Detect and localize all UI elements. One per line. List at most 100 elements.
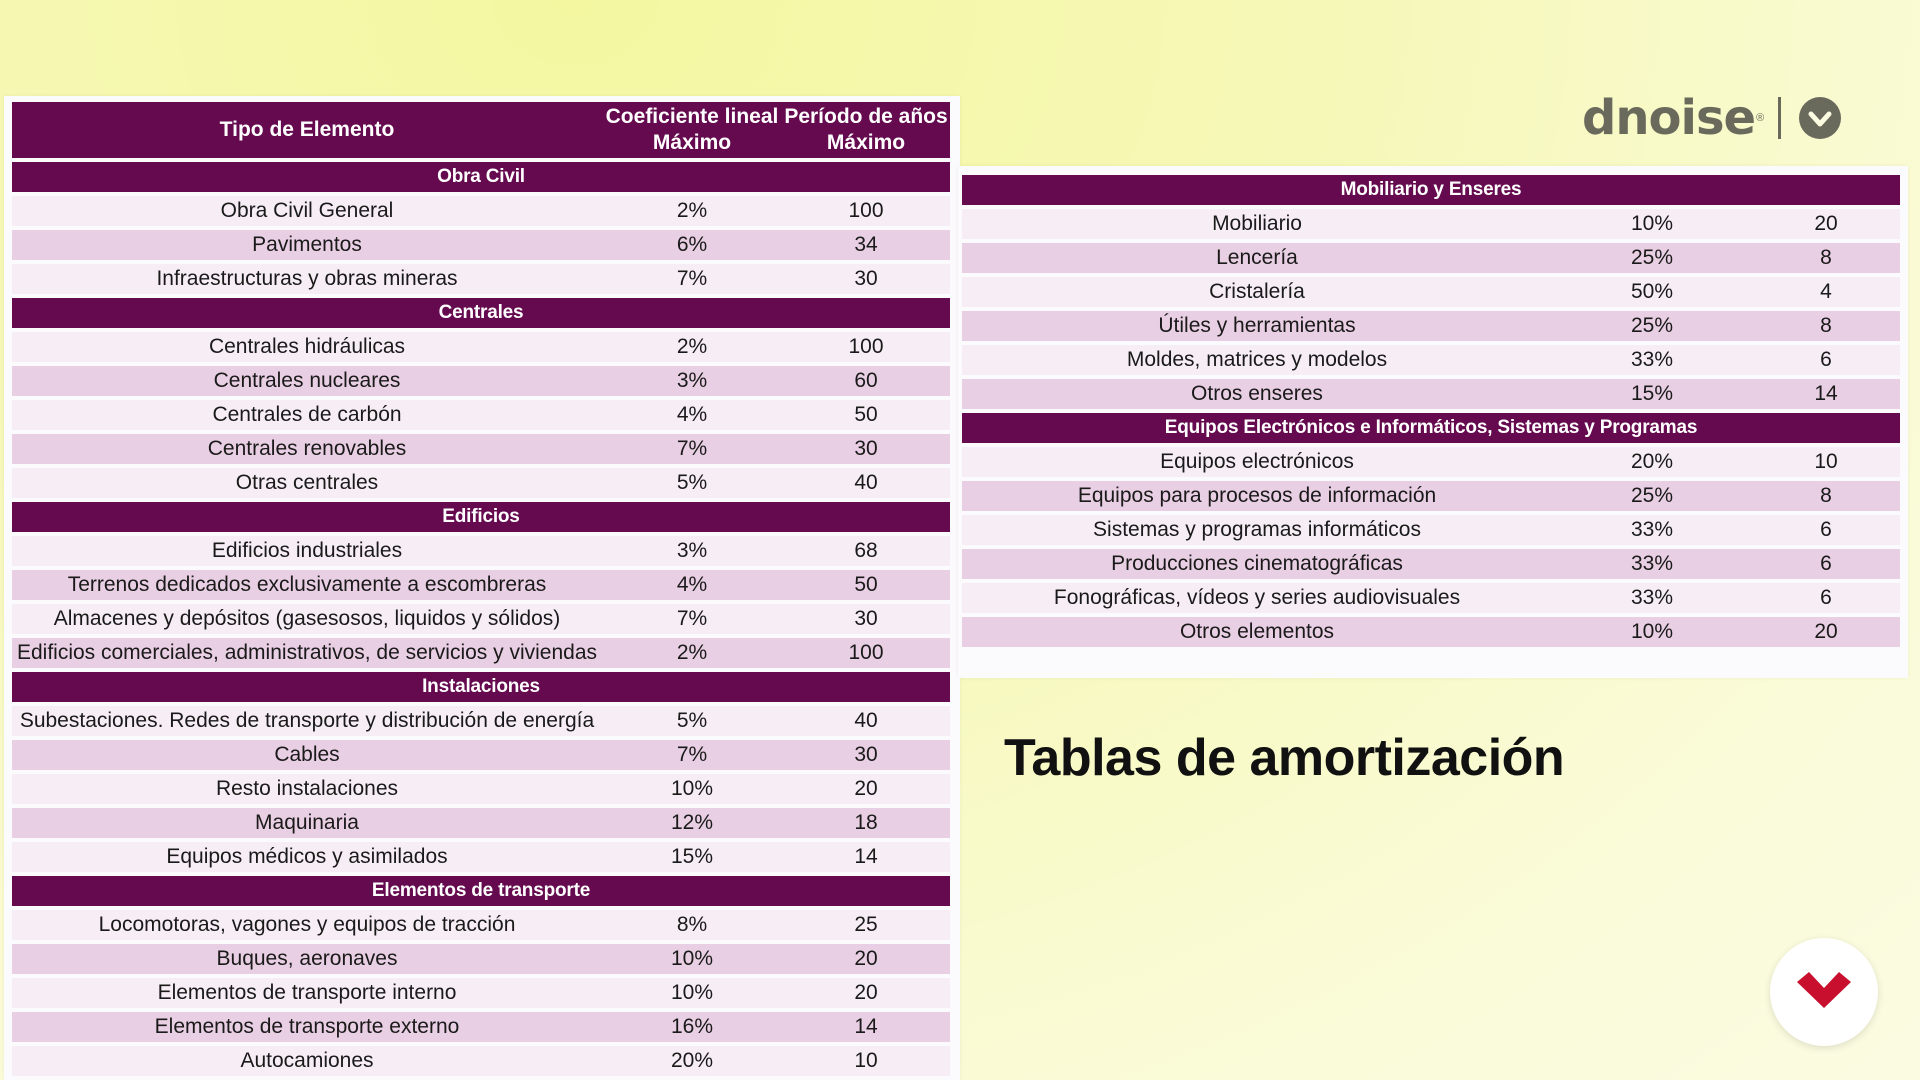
table-row: Cristalería 50% 4 [962, 277, 1900, 307]
coefficient-cell: 10% [602, 944, 782, 974]
coefficient-cell: 33% [1552, 515, 1752, 545]
table-row: Autocamiones 20% 10 [12, 1046, 950, 1076]
coefficient-cell: 5% [602, 468, 782, 498]
period-cell: 4 [1752, 277, 1900, 307]
period-cell: 20 [782, 978, 950, 1008]
element-type-cell: Otros enseres [962, 379, 1552, 409]
period-cell: 100 [782, 332, 950, 362]
period-cell: 14 [782, 1012, 950, 1042]
table-row: Edificios industriales 3% 68 [12, 536, 950, 566]
table-row: Subestaciones. Redes de transporte y dis… [12, 706, 950, 736]
section-header-row: Equipos Electrónicos e Informáticos, Sis… [962, 413, 1900, 443]
period-cell: 30 [782, 264, 950, 294]
chevron-down-logo-icon [1795, 970, 1853, 1015]
coefficient-cell: 4% [602, 400, 782, 430]
element-type-cell: Otras centrales [12, 468, 602, 498]
period-cell: 25 [782, 910, 950, 940]
element-type-cell: Centrales renovables [12, 434, 602, 464]
element-type-cell: Equipos electrónicos [962, 447, 1552, 477]
element-type-cell: Mobiliario [962, 209, 1552, 239]
element-type-cell: Otros elementos [962, 617, 1552, 647]
section-header-row: Obra Civil [12, 162, 950, 192]
table-row: Buques, aeronaves 10% 20 [12, 944, 950, 974]
table-row: Lencería 25% 8 [962, 243, 1900, 273]
period-cell: 6 [1752, 549, 1900, 579]
section-title: Centrales [12, 298, 950, 328]
table-row: Equipos electrónicos 20% 10 [962, 447, 1900, 477]
coefficient-cell: 15% [1552, 379, 1752, 409]
period-cell: 6 [1752, 515, 1900, 545]
heart-check-icon [1799, 97, 1842, 139]
table-row: Cables 7% 30 [12, 740, 950, 770]
coefficient-cell: 33% [1552, 583, 1752, 613]
brand-logo: dnoise ® [1582, 90, 1842, 146]
period-cell: 6 [1752, 345, 1900, 375]
period-cell: 100 [782, 196, 950, 226]
period-cell: 30 [782, 434, 950, 464]
table-row: Moldes, matrices y modelos 33% 6 [962, 345, 1900, 375]
coefficient-cell: 10% [1552, 209, 1752, 239]
header-periodo: Período de años Máximo [782, 102, 950, 158]
element-type-cell: Moldes, matrices y modelos [962, 345, 1552, 375]
table-row: Edificios comerciales, administrativos, … [12, 638, 950, 668]
element-type-cell: Producciones cinematográficas [962, 549, 1552, 579]
element-type-cell: Elementos de transporte externo [12, 1012, 602, 1042]
section-title: Mobiliario y Enseres [962, 175, 1900, 205]
table-row: Maquinaria 12% 18 [12, 808, 950, 838]
element-type-cell: Cristalería [962, 277, 1552, 307]
right-table-panel: Mobiliario y Enseres Mobiliario 10% 20 Lence… [958, 166, 1908, 678]
element-type-cell: Edificios comerciales, administrativos, … [12, 638, 602, 668]
table-row: Terrenos dedicados exclusivamente a esco… [12, 570, 950, 600]
coefficient-cell: 7% [602, 264, 782, 294]
amortization-table-right: Mobiliario y Enseres Mobiliario 10% 20 Lence… [962, 171, 1900, 651]
element-type-cell: Almacenes y depósitos (gasesosos, liquid… [12, 604, 602, 634]
table-row: Equipos para procesos de información 25% 8 [962, 481, 1900, 511]
element-type-cell: Obra Civil General [12, 196, 602, 226]
table-header-row: Tipo de Elemento Coeficiente lineal Máxi… [12, 102, 950, 158]
coefficient-cell: 7% [602, 740, 782, 770]
coefficient-cell: 3% [602, 366, 782, 396]
coefficient-cell: 12% [602, 808, 782, 838]
period-cell: 20 [1752, 209, 1900, 239]
element-type-cell: Resto instalaciones [12, 774, 602, 804]
element-type-cell: Buques, aeronaves [12, 944, 602, 974]
brand-divider [1778, 97, 1782, 139]
element-type-cell: Sistemas y programas informáticos [962, 515, 1552, 545]
section-header-row: Instalaciones [12, 672, 950, 702]
table-row: Resto instalaciones 10% 20 [12, 774, 950, 804]
coefficient-cell: 4% [602, 570, 782, 600]
table-row: Elementos de transporte interno 10% 20 [12, 978, 950, 1008]
period-cell: 34 [782, 230, 950, 260]
element-type-cell: Centrales de carbón [12, 400, 602, 430]
coefficient-cell: 2% [602, 638, 782, 668]
table-row: Almacenes y depósitos (gasesosos, liquid… [12, 604, 950, 634]
element-type-cell: Equipos médicos y asimilados [12, 842, 602, 872]
period-cell: 40 [782, 468, 950, 498]
period-cell: 20 [782, 944, 950, 974]
element-type-cell: Centrales nucleares [12, 366, 602, 396]
coefficient-cell: 10% [1552, 617, 1752, 647]
element-type-cell: Lencería [962, 243, 1552, 273]
section-title: Instalaciones [12, 672, 950, 702]
coefficient-cell: 6% [602, 230, 782, 260]
right-table-body: Mobiliario y Enseres Mobiliario 10% 20 Lence… [962, 175, 1900, 647]
element-type-cell: Centrales hidráulicas [12, 332, 602, 362]
brand-name: dnoise [1582, 90, 1756, 146]
period-cell: 8 [1752, 243, 1900, 273]
coefficient-cell: 16% [602, 1012, 782, 1042]
table-row: Otros elementos 10% 20 [962, 617, 1900, 647]
period-cell: 40 [782, 706, 950, 736]
element-type-cell: Útiles y herramientas [962, 311, 1552, 341]
coefficient-cell: 5% [602, 706, 782, 736]
element-type-cell: Cables [12, 740, 602, 770]
table-row: Centrales hidráulicas 2% 100 [12, 332, 950, 362]
element-type-cell: Locomotoras, vagones y equipos de tracci… [12, 910, 602, 940]
left-table-body: Obra Civil Obra Civil General 2% 100 Pavimen… [12, 162, 950, 1076]
period-cell: 8 [1752, 311, 1900, 341]
table-row: Sistemas y programas informáticos 33% 6 [962, 515, 1900, 545]
table-row: Otras centrales 5% 40 [12, 468, 950, 498]
logo-button[interactable] [1770, 938, 1878, 1046]
period-cell: 30 [782, 740, 950, 770]
table-row: Mobiliario 10% 20 [962, 209, 1900, 239]
table-row: Útiles y herramientas 25% 8 [962, 311, 1900, 341]
